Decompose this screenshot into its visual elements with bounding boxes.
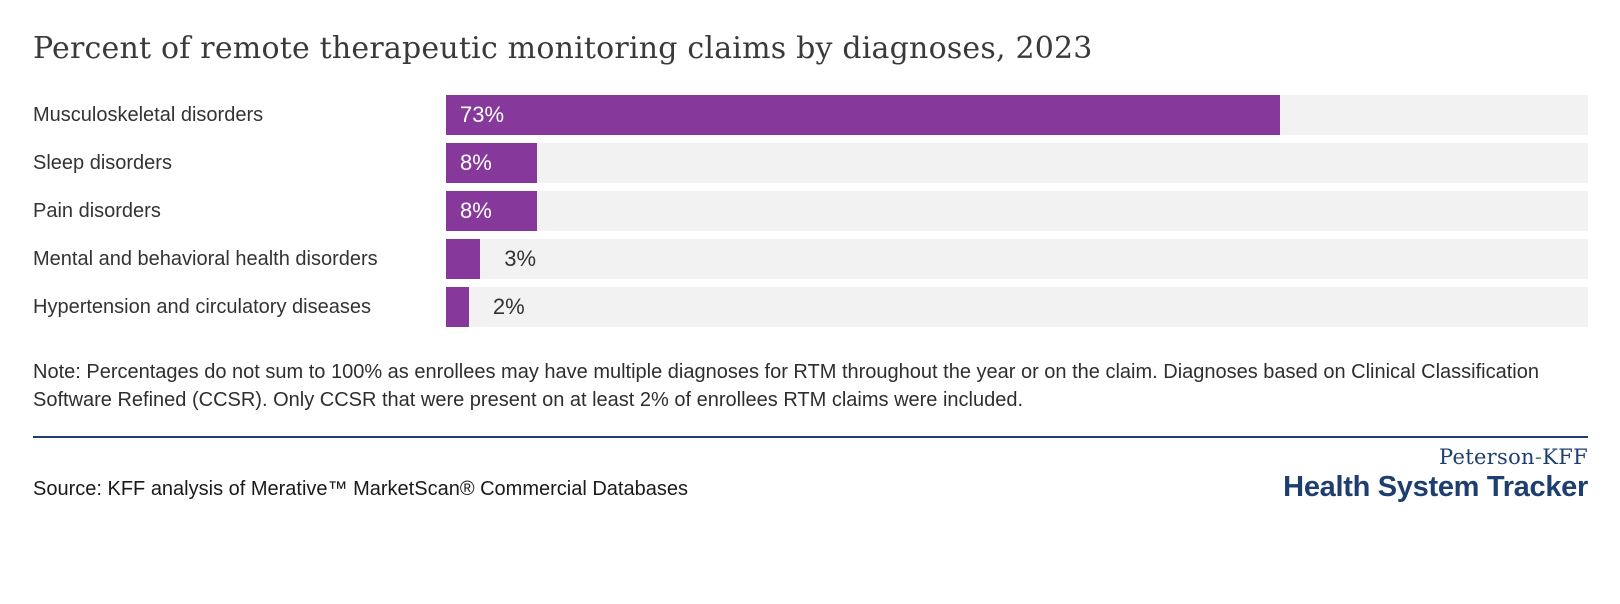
- logo-peterson-kff: Peterson-KFF: [1283, 444, 1588, 470]
- logo-peterson: Peterson: [1438, 445, 1535, 469]
- bar: [446, 287, 469, 327]
- chart-row: Hypertension and circulatory diseases 2%: [33, 287, 1588, 327]
- logo-kff: KFF: [1542, 445, 1588, 469]
- logo-hyphen: -: [1534, 445, 1543, 469]
- bar: 8%: [446, 191, 538, 231]
- category-label: Sleep disorders: [33, 151, 172, 174]
- bar: 8%: [446, 143, 538, 183]
- value-label: 2%: [492, 294, 525, 319]
- chart-row: Sleep disorders 8%: [33, 143, 1588, 183]
- bar-chart: Musculoskeletal disorders 73% Sleep disord…: [33, 95, 1588, 327]
- divider: [33, 436, 1588, 438]
- bar: 73%: [446, 95, 1280, 135]
- footer: Source: KFF analysis of Merative™ Market…: [33, 438, 1588, 504]
- bar: [446, 239, 481, 279]
- chart-row: Mental and behavioral health disorders 3%: [33, 239, 1588, 279]
- value-label: 73%: [460, 102, 505, 127]
- bar-track: 73%: [446, 95, 1588, 135]
- source-text: Source: KFF analysis of Merative™ Market…: [33, 478, 688, 500]
- bar-track: 3%: [446, 239, 1588, 279]
- chart-title: Percent of remote therapeutic monitoring…: [33, 31, 1093, 66]
- chart-row: Musculoskeletal disorders 73%: [33, 95, 1588, 135]
- category-label: Hypertension and circulatory diseases: [33, 295, 371, 318]
- value-label: 8%: [460, 150, 492, 175]
- chart-row: Pain disorders 8%: [33, 191, 1588, 231]
- chart-card: Percent of remote therapeutic monitoring…: [0, 30, 1620, 604]
- health-system-tracker-logo[interactable]: Peterson-KFF Health System Tracker: [1283, 444, 1588, 504]
- bar-track: 8%: [446, 191, 1588, 231]
- bar-track: 2%: [446, 287, 1588, 327]
- category-label: Mental and behavioral health disorders: [33, 247, 378, 270]
- value-label: 3%: [504, 246, 537, 271]
- category-label: Musculoskeletal disorders: [33, 103, 264, 126]
- note-text: Note: Percentages do not sum to 100% as …: [33, 361, 1539, 411]
- value-label: 8%: [460, 198, 492, 223]
- bar-track: 8%: [446, 143, 1588, 183]
- category-label: Pain disorders: [33, 199, 161, 222]
- logo-health-system-tracker-text: Health System Tracker: [1283, 471, 1588, 503]
